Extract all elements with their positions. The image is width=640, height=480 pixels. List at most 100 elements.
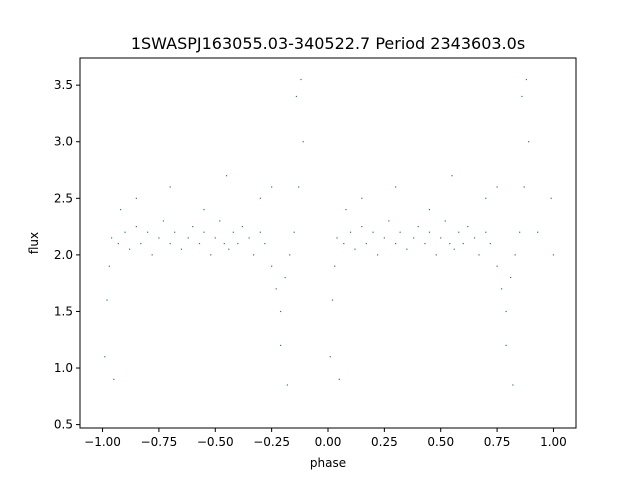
data-point — [383, 237, 385, 239]
data-point — [295, 95, 298, 98]
data-point — [510, 276, 512, 279]
data-point — [451, 175, 453, 177]
data-point — [147, 231, 149, 233]
data-point — [462, 242, 464, 245]
data-point — [435, 254, 437, 256]
data-point — [440, 237, 442, 239]
data-point — [428, 209, 431, 211]
data-point — [264, 242, 266, 245]
data-point — [219, 220, 221, 222]
x-tick-label: 0.50 — [427, 435, 454, 449]
data-point — [512, 384, 514, 386]
data-point — [187, 237, 189, 239]
data-point — [158, 237, 160, 239]
data-point — [129, 248, 131, 250]
data-point — [259, 197, 261, 199]
data-point — [248, 237, 250, 239]
data-point — [232, 231, 234, 233]
chart-title: 1SWASPJ163055.03-340522.7 Period 2343603… — [131, 34, 525, 53]
data-point — [169, 242, 171, 245]
data-point — [449, 242, 451, 245]
data-point — [489, 242, 491, 245]
y-axis-ticks: 0.5 1.0 1.5 2.0 2.5 3.0 3.5 — [54, 78, 80, 432]
data-point — [467, 225, 469, 228]
data-point — [388, 220, 390, 222]
y-tick-label: 2.5 — [54, 191, 73, 205]
data-point — [113, 378, 115, 380]
data-point — [349, 231, 352, 233]
x-tick-label: −0.75 — [141, 435, 178, 449]
x-tick-label: 1.00 — [540, 435, 567, 449]
x-tick-label: 0.00 — [315, 435, 342, 449]
data-point — [377, 254, 379, 256]
data-point — [237, 242, 239, 245]
data-point — [550, 197, 552, 199]
data-point — [271, 186, 273, 188]
data-point — [119, 209, 122, 211]
data-point — [345, 209, 347, 211]
data-point — [298, 186, 300, 188]
data-point — [174, 231, 176, 233]
data-point — [117, 242, 119, 245]
data-point — [293, 231, 295, 233]
data-point — [496, 186, 498, 188]
data-point — [228, 248, 230, 250]
data-point — [135, 197, 137, 199]
data-point — [106, 299, 108, 301]
data-point — [336, 237, 338, 239]
data-point — [140, 242, 142, 245]
data-point — [108, 265, 110, 267]
data-point — [485, 231, 487, 233]
data-point — [525, 78, 527, 81]
data-point — [286, 384, 289, 386]
data-point — [162, 220, 165, 222]
data-point — [280, 310, 282, 313]
data-point — [406, 248, 408, 250]
data-point — [361, 197, 363, 199]
data-point — [198, 242, 201, 245]
data-point — [203, 231, 205, 233]
y-tick-label: 3.0 — [54, 135, 73, 149]
y-tick-label: 2.0 — [54, 248, 73, 262]
data-point — [180, 248, 183, 250]
data-point — [505, 310, 507, 313]
data-point — [413, 237, 415, 239]
data-point — [399, 231, 401, 233]
data-point — [395, 186, 397, 188]
data-point — [334, 265, 336, 267]
data-point — [528, 141, 530, 143]
data-point — [110, 237, 113, 239]
data-point — [124, 231, 126, 233]
x-axis-label: phase — [310, 456, 346, 470]
data-point — [104, 356, 106, 358]
data-point — [453, 248, 455, 250]
data-point — [478, 254, 480, 256]
data-point — [444, 220, 446, 222]
data-point — [424, 242, 426, 245]
data-point — [501, 288, 503, 290]
data-points-layer — [104, 78, 555, 386]
data-point — [473, 237, 476, 239]
data-point — [280, 344, 282, 346]
data-point — [214, 237, 216, 239]
data-point — [275, 288, 277, 290]
data-point — [329, 356, 331, 358]
data-point — [203, 209, 205, 211]
data-point — [225, 175, 228, 177]
x-tick-label: 0.25 — [371, 435, 398, 449]
y-tick-label: 1.0 — [54, 361, 73, 375]
data-point — [417, 225, 419, 228]
data-point — [343, 242, 345, 245]
y-axis-label: flux — [27, 232, 41, 254]
data-point — [428, 231, 431, 233]
data-point — [519, 231, 521, 233]
x-tick-label: −0.25 — [253, 435, 290, 449]
data-point — [514, 254, 516, 256]
data-point — [271, 265, 273, 267]
data-point — [537, 231, 539, 233]
x-axis-ticks: −1.00 −0.75 −0.50 −0.25 0.00 0.25 0.50 0.75 1.00 — [84, 428, 567, 449]
data-point — [210, 254, 212, 256]
data-point — [523, 186, 525, 188]
data-point — [169, 186, 171, 188]
